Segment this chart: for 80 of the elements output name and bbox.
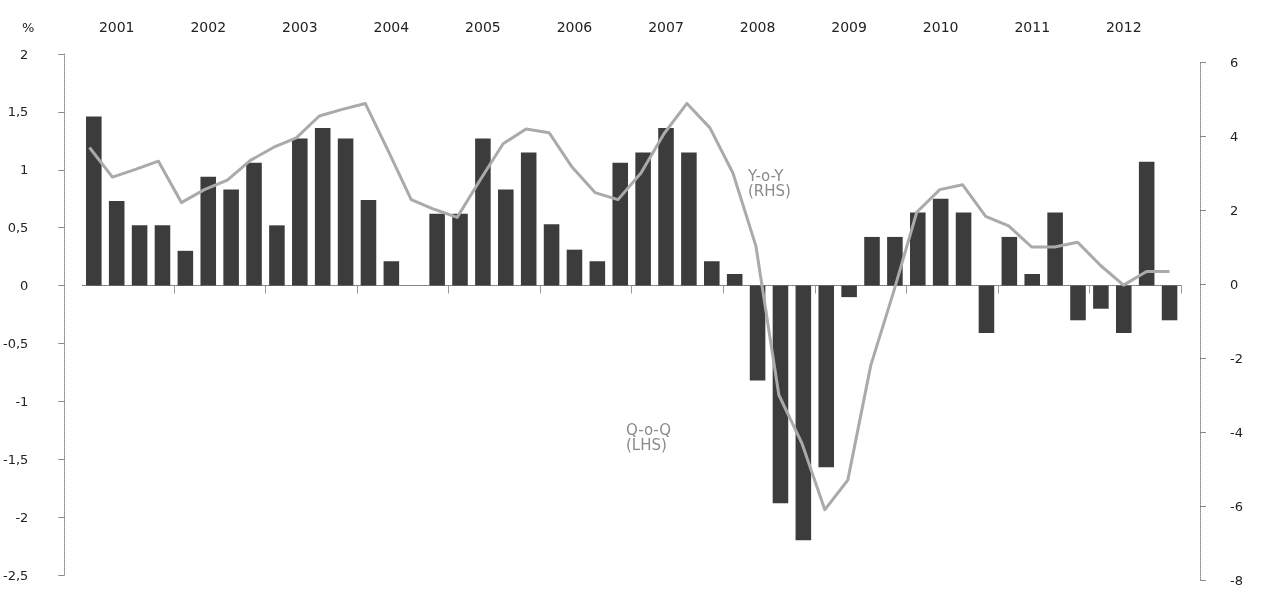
y-tick-label: 1,5: [7, 104, 29, 120]
bar: [1161, 285, 1178, 321]
bar: [681, 152, 697, 286]
bar: [452, 213, 468, 286]
bar: [177, 250, 194, 286]
bar: [1070, 285, 1086, 321]
y2-tick-label: 4: [1230, 128, 1239, 144]
y2-tick-label: -2: [1230, 350, 1243, 366]
bar: [108, 201, 125, 286]
bar: [612, 162, 629, 286]
bar: [589, 261, 606, 286]
y-tick-label: -1,5: [2, 451, 29, 467]
x-tick-label: 2006: [556, 19, 593, 35]
y-tick-label: 0: [20, 278, 29, 294]
bar: [154, 225, 171, 286]
bar: [314, 128, 331, 286]
y-tick-label: -2: [15, 509, 29, 525]
bar: [1001, 236, 1018, 286]
y-tick-label: -2,5: [2, 567, 29, 583]
x-tick-label: 2005: [465, 19, 501, 35]
y-tick-label: -0,5: [2, 335, 29, 351]
annotation: Y-o-Y (RHS): [747, 166, 791, 200]
bar: [1093, 285, 1109, 309]
bar: [910, 212, 926, 286]
y2-tick-label: 2: [1230, 202, 1239, 218]
bar: [818, 285, 835, 468]
bar: [360, 199, 377, 286]
x-tick-label: 2007: [648, 19, 684, 35]
bar: [1024, 273, 1041, 286]
bar: [566, 249, 583, 286]
y2-tick-label: 6: [1230, 54, 1239, 70]
y-tick-label: -1: [15, 393, 29, 409]
line-series: [87, 101, 1172, 512]
x-tick-label: 2003: [281, 19, 318, 35]
y-tick-label: 0,5: [7, 220, 29, 236]
bar: [955, 212, 972, 286]
bar: [978, 285, 995, 334]
bar: [658, 128, 674, 286]
bar: [932, 198, 949, 286]
bar: [246, 162, 262, 286]
bar: [337, 138, 354, 286]
x-tick-label: 2011: [1014, 19, 1051, 35]
bar: [131, 225, 148, 286]
bar: [520, 152, 537, 286]
bar: [1047, 212, 1063, 286]
bar: [292, 138, 308, 286]
y2-tick-label: 0: [1230, 276, 1239, 292]
bar: [543, 224, 560, 286]
y-tick-label: 2: [20, 46, 29, 62]
x-tick-label: 2012: [1105, 19, 1142, 35]
bar: [864, 236, 880, 286]
y-axis-title: %: [22, 20, 35, 35]
x-tick-label: 2009: [831, 19, 867, 35]
y2-tick-label: -8: [1230, 572, 1243, 588]
bar: [223, 189, 239, 286]
y2-tick-label: -4: [1230, 424, 1243, 440]
bar: [475, 138, 491, 286]
x-tick-label: 2010: [922, 19, 959, 35]
bar: [86, 116, 102, 286]
y-tick-label: 1: [20, 162, 29, 178]
bar: [772, 285, 789, 504]
x-tick-label: 2004: [373, 19, 410, 35]
bar: [200, 176, 217, 286]
x-tick-label: 2008: [739, 19, 776, 35]
bar: [1138, 161, 1155, 286]
bar: [269, 225, 285, 286]
bar: [726, 273, 743, 286]
bar: [841, 285, 857, 298]
annotation: Q-o-Q (LHS): [626, 420, 672, 454]
y2-tick-label: -6: [1230, 498, 1243, 514]
bar: [1116, 285, 1132, 334]
bar: [704, 261, 720, 286]
bar: [383, 261, 400, 286]
bar: [749, 285, 766, 381]
x-tick-label: 2001: [98, 19, 135, 35]
bar: [635, 152, 651, 286]
bar: [795, 285, 812, 541]
x-tick-label: 2002: [190, 19, 227, 35]
bar: [498, 189, 514, 286]
bar: [429, 213, 445, 286]
